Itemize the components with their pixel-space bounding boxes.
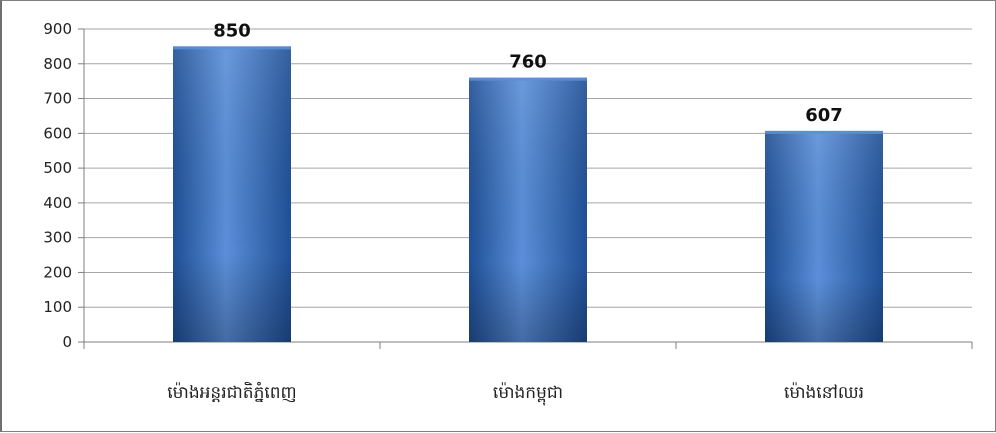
bars bbox=[173, 46, 883, 343]
bar-1 bbox=[173, 46, 291, 343]
bar-3 bbox=[765, 130, 883, 342]
category-labels: ម៉ោងអន្តរជាតិភ្នំពេញ ម៉ោងកម្ពុជា ម៉ោងនៅឈរ bbox=[167, 381, 864, 406]
category-label: ម៉ោងនៅឈរ bbox=[784, 382, 864, 403]
bar-shading bbox=[173, 46, 291, 343]
y-tick-label: 100 bbox=[43, 298, 72, 316]
y-axis-tick-labels: 0 100 200 300 400 500 600 700 800 900 bbox=[43, 20, 72, 351]
data-label: 850 bbox=[213, 20, 251, 41]
bar-shading bbox=[765, 130, 883, 342]
y-tick-label: 500 bbox=[43, 159, 72, 177]
y-tick-label: 400 bbox=[43, 194, 72, 212]
data-label: 760 bbox=[509, 52, 547, 73]
bar-shading bbox=[469, 77, 587, 342]
y-tick-label: 200 bbox=[43, 263, 72, 281]
bar-2 bbox=[469, 77, 587, 342]
data-label: 607 bbox=[805, 105, 843, 126]
data-labels: 850 760 607 bbox=[213, 20, 843, 126]
y-tick-label: 300 bbox=[43, 229, 72, 247]
y-tick-label: 700 bbox=[43, 90, 72, 108]
y-tick-label: 800 bbox=[43, 55, 72, 73]
category-label: ម៉ោងអន្តរជាតិភ្នំពេញ bbox=[167, 381, 297, 403]
y-tick-label: 600 bbox=[43, 124, 72, 142]
bar-top-highlight bbox=[765, 130, 883, 134]
bar-top-highlight bbox=[173, 46, 291, 50]
category-label: ម៉ោងកម្ពុជា bbox=[493, 382, 563, 406]
y-tick-label: 900 bbox=[43, 20, 72, 38]
y-tick-label: 0 bbox=[62, 333, 72, 351]
bar-top-highlight bbox=[469, 77, 587, 81]
